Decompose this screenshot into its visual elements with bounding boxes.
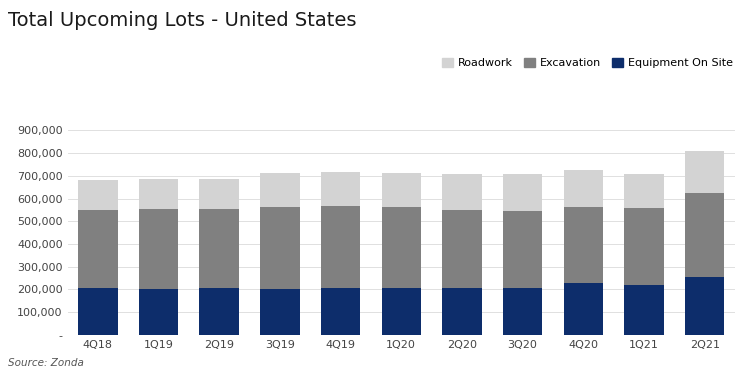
Bar: [382, 288, 421, 335]
Bar: [139, 209, 178, 289]
Bar: [139, 289, 178, 335]
Bar: [624, 174, 664, 208]
Bar: [78, 288, 118, 335]
Bar: [624, 285, 664, 335]
Bar: [78, 210, 118, 288]
Bar: [139, 179, 178, 209]
Bar: [685, 151, 724, 193]
Bar: [563, 170, 603, 207]
Bar: [503, 211, 542, 288]
Legend: Roadwork, Excavation, Equipment On Site: Roadwork, Excavation, Equipment On Site: [438, 54, 737, 73]
Bar: [442, 210, 482, 288]
Bar: [382, 173, 421, 207]
Bar: [200, 209, 239, 288]
Bar: [503, 174, 542, 211]
Bar: [321, 206, 360, 288]
Bar: [260, 289, 299, 335]
Bar: [503, 288, 542, 335]
Bar: [260, 207, 299, 289]
Bar: [260, 173, 299, 207]
Bar: [442, 174, 482, 210]
Bar: [200, 288, 239, 335]
Bar: [321, 288, 360, 335]
Bar: [563, 283, 603, 335]
Bar: [442, 288, 482, 335]
Bar: [685, 277, 724, 335]
Bar: [685, 193, 724, 277]
Bar: [78, 180, 118, 210]
Bar: [200, 179, 239, 209]
Text: Total Upcoming Lots - United States: Total Upcoming Lots - United States: [8, 11, 356, 30]
Bar: [624, 208, 664, 285]
Bar: [321, 172, 360, 206]
Bar: [382, 207, 421, 288]
Bar: [563, 207, 603, 283]
Text: Source: Zonda: Source: Zonda: [8, 358, 83, 368]
